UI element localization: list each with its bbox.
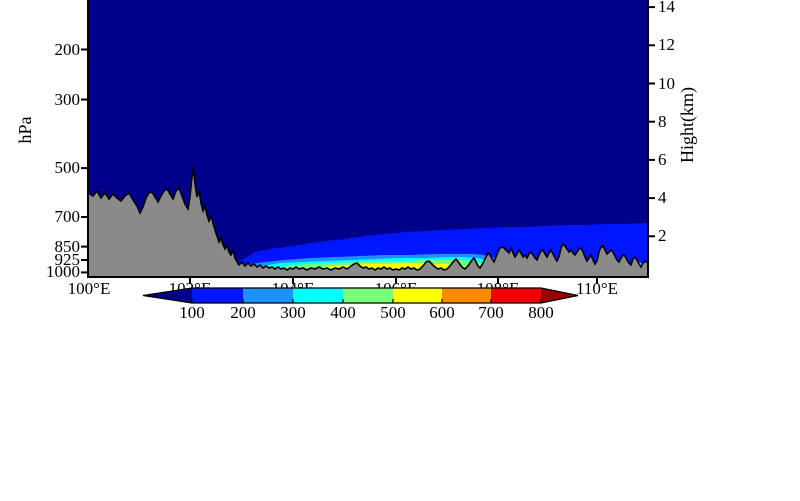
colorbar-label-200: 200 [230,303,256,322]
colorbar-label-300: 300 [280,303,306,322]
right-tick-label-14: 14 [658,0,675,17]
band-300-400 [247,257,512,277]
x-tick-label-106°E: 106°E [374,279,418,298]
colorbar-label-100: 100 [179,303,205,322]
band-500-600 [298,263,484,277]
right-tick-label-2: 2 [658,226,667,246]
left-tick-label-500: 500 [54,158,81,178]
x-tick-label-104°E: 104°E [271,279,315,298]
right-tick-label-10: 10 [658,73,675,93]
right-tick-label-8: 8 [658,111,667,131]
colorbar-label-600: 600 [429,303,455,322]
left-axis-title: hPa [15,116,35,144]
left-tick-label-850: 850 [54,236,81,256]
band-100-200 [238,223,648,277]
colorbar-label-500: 500 [380,303,406,322]
left-tick-label-1000: 1000 [46,262,80,282]
right-tick-label-12: 12 [658,35,675,55]
right-tick-label-6: 6 [658,149,667,169]
terrain [87,167,649,278]
colorbar-label-400: 400 [330,303,356,322]
plot-background [88,0,648,277]
x-tick-label-110°E: 110°E [575,279,619,298]
colorbar-label-800: 800 [528,303,554,322]
left-tick-label-300: 300 [54,89,81,109]
right-axis-title: Hight(km) [677,87,697,163]
right-tick-label-4: 4 [658,188,667,208]
band-300-400 [620,262,648,277]
left-tick-label-925: 925 [54,249,81,269]
x-tick-label-100°E: 100°E [67,279,111,298]
colorbar-label-700: 700 [478,303,504,322]
left-tick-label-700: 700 [54,207,81,226]
x-tick-label-102°E: 102°E [168,279,212,298]
band-400-500 [260,260,505,277]
x-tick-label-108°E: 108°E [476,279,520,298]
left-tick-label-200: 200 [54,39,81,59]
band-200-300 [237,254,518,277]
